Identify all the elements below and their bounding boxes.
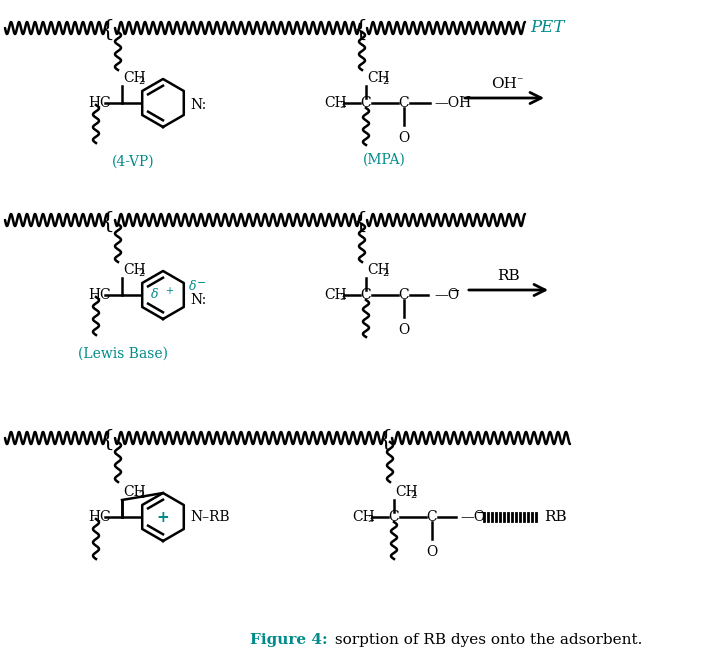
Text: C: C [361,96,371,110]
Text: C: C [399,96,409,110]
Text: Figure 4:: Figure 4: [250,633,327,647]
Text: +: + [157,510,170,525]
Text: PET: PET [530,20,564,37]
Text: CH: CH [367,71,390,85]
Text: (4-VP): (4-VP) [111,155,154,169]
Text: O: O [398,131,410,145]
Text: —OH: —OH [434,96,471,110]
Text: N:: N: [190,293,206,307]
Text: —O: —O [460,510,485,524]
Text: HC: HC [88,288,111,302]
Text: CH: CH [395,485,417,499]
Text: C: C [399,288,409,302]
Text: O: O [398,323,410,337]
Text: O: O [427,545,437,559]
Text: HC: HC [88,96,111,110]
Text: N:: N: [190,98,206,112]
Text: CH: CH [367,263,390,277]
Text: {: { [100,19,114,41]
Text: δ: δ [151,289,159,302]
Text: OH: OH [491,77,518,91]
Text: sorption of RB dyes onto the adsorbent.: sorption of RB dyes onto the adsorbent. [330,633,643,647]
Text: {: { [100,429,114,451]
Text: (MPA): (MPA) [363,153,405,167]
Text: —O: —O [434,288,459,302]
Text: {: { [100,211,114,233]
Text: {: { [353,211,367,233]
Text: 3: 3 [339,293,345,302]
Text: ⁻: ⁻ [516,75,523,89]
Text: C: C [427,510,437,524]
Text: 2: 2 [382,268,388,277]
Text: RB: RB [544,510,567,524]
Text: δ: δ [189,281,197,293]
Text: 2: 2 [138,491,144,499]
Text: CH: CH [123,485,146,499]
Text: {: { [353,19,367,41]
Text: −: − [197,278,207,288]
Text: {: { [378,429,392,451]
Text: −: − [476,506,486,520]
Text: 2: 2 [138,268,144,277]
Text: CH: CH [352,510,375,524]
Text: C: C [361,288,371,302]
Text: CH: CH [324,288,346,302]
Text: CH: CH [123,263,146,277]
Text: 2: 2 [410,491,416,499]
Text: CH: CH [324,96,346,110]
Text: C: C [388,510,399,524]
Text: HC: HC [88,510,111,524]
Text: 3: 3 [367,516,373,525]
Text: +: + [165,286,173,296]
Text: RB: RB [497,269,520,283]
Text: 3: 3 [339,102,345,110]
Text: N–RB: N–RB [190,510,229,524]
Text: −: − [450,285,461,298]
Text: 2: 2 [138,77,144,85]
Text: 2: 2 [382,77,388,85]
Text: CH: CH [123,71,146,85]
Text: (Lewis Base): (Lewis Base) [78,347,168,361]
